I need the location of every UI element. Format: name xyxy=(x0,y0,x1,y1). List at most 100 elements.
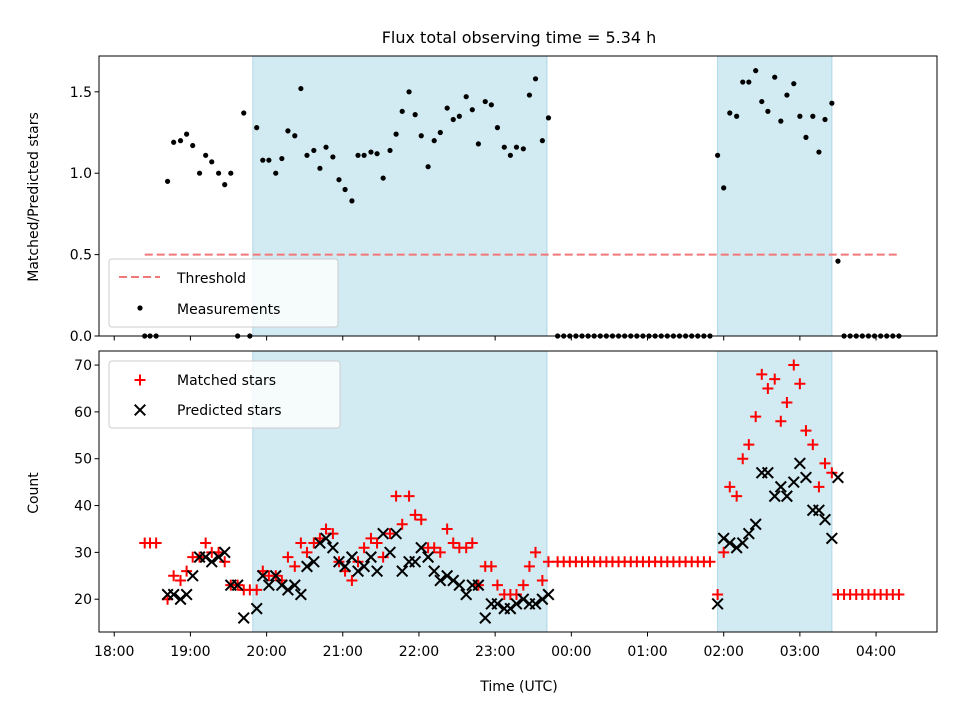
measurement-point xyxy=(803,134,809,140)
measurement-point xyxy=(740,79,746,85)
matched-point xyxy=(428,542,440,554)
matched-point xyxy=(813,481,825,493)
matched-point xyxy=(219,556,231,568)
predicted-point xyxy=(307,555,320,568)
measurement-point xyxy=(431,138,437,144)
measurement-point xyxy=(890,333,896,339)
predicted-point xyxy=(529,597,542,610)
predicted-point xyxy=(428,565,441,578)
measurement-point xyxy=(701,333,707,339)
measurement-point xyxy=(597,333,603,339)
predicted-point xyxy=(491,597,504,610)
matched-point xyxy=(826,467,838,479)
measurement-point xyxy=(399,108,405,114)
predicted-point xyxy=(479,611,492,624)
measurement-point xyxy=(683,333,689,339)
measurement-point xyxy=(714,152,721,158)
matched-point xyxy=(775,415,787,427)
matched-point xyxy=(447,537,459,549)
matched-point xyxy=(893,589,905,601)
predicted-point xyxy=(434,574,447,587)
legend-matched-label: Matched stars xyxy=(177,373,276,389)
measurement-point xyxy=(406,89,412,95)
predicted-point xyxy=(819,513,832,526)
predicted-point xyxy=(787,476,800,489)
measurement-point xyxy=(336,177,342,183)
y-tick-label: 1.0 xyxy=(70,166,92,182)
bottom-axes: 20 30 40 50 60 70 18:00 19:00 20:00 21:00 22:00 23:… xyxy=(26,350,938,695)
x-tick-label: 20:00 xyxy=(246,644,286,660)
x-tick-label: 01:00 xyxy=(627,644,667,660)
predicted-point xyxy=(723,537,736,550)
predicted-point xyxy=(326,541,339,554)
measurement-point xyxy=(355,152,361,158)
matched-point xyxy=(781,397,793,409)
measurement-point xyxy=(235,333,241,339)
measurement-point xyxy=(561,333,567,339)
matched-point xyxy=(301,546,313,558)
shaded-span xyxy=(717,350,833,633)
predicted-point xyxy=(358,560,371,573)
measurement-point xyxy=(437,129,443,136)
legend-box xyxy=(108,360,341,429)
matched-point xyxy=(466,537,478,549)
legend-measurement-label: Measurements xyxy=(177,302,280,318)
matched-point xyxy=(384,528,396,540)
predicted-point xyxy=(774,480,787,493)
predicted-point xyxy=(218,546,231,559)
predicted-point xyxy=(281,583,294,596)
measurement-point xyxy=(555,333,561,339)
matched-point xyxy=(460,542,472,554)
measurement-point xyxy=(567,333,573,339)
measurement-point xyxy=(209,159,215,165)
measurement-point xyxy=(412,112,418,118)
predicted-point xyxy=(377,527,390,540)
matched-point xyxy=(530,546,542,558)
predicted-point xyxy=(345,551,358,564)
matched-point xyxy=(794,378,806,390)
measurement-point xyxy=(797,113,803,119)
predicted-point xyxy=(510,597,523,610)
measurement-point xyxy=(791,81,797,87)
measurement-point xyxy=(615,333,622,339)
matched-point xyxy=(485,560,497,572)
legend-measurement-swatch xyxy=(137,305,143,311)
measurement-point xyxy=(349,198,355,204)
predicted-point xyxy=(205,555,218,568)
measurement-point xyxy=(579,333,585,339)
matched-point xyxy=(352,556,364,568)
legend-matched-swatch xyxy=(134,374,146,386)
predicted-point xyxy=(825,532,838,545)
measurement-point xyxy=(298,85,304,92)
matched-point xyxy=(491,579,503,591)
legend-top: Threshold Measurements xyxy=(108,258,339,328)
shaded-span xyxy=(717,55,833,337)
measurement-point xyxy=(707,333,713,339)
measurement-point xyxy=(184,131,190,137)
matched-point xyxy=(415,514,427,526)
measurement-point xyxy=(285,128,291,134)
matched-point xyxy=(743,439,755,451)
measurement-point xyxy=(835,258,841,264)
predicted-point xyxy=(269,569,282,582)
matched-point xyxy=(704,556,716,568)
predicted-point xyxy=(409,555,422,568)
legend-threshold-label: Threshold xyxy=(176,271,246,287)
x-tick-label: 23:00 xyxy=(475,644,515,660)
measurement-point xyxy=(853,333,859,339)
measurement-point xyxy=(603,333,609,339)
measurement-point xyxy=(317,165,323,171)
axes-frame xyxy=(98,55,938,337)
measurement-point xyxy=(361,152,367,158)
measurement-point xyxy=(147,333,153,339)
measurement-point xyxy=(216,170,222,176)
measurement-point xyxy=(772,74,778,80)
legend-box xyxy=(108,258,339,328)
measurement-point xyxy=(670,333,677,339)
measurement-point xyxy=(222,182,228,188)
measurement-point xyxy=(759,98,765,105)
matched-point xyxy=(150,537,162,549)
x-tick-label: 22:00 xyxy=(399,644,439,660)
legend-predicted-label: Predicted stars xyxy=(177,403,282,419)
y-tick-label: 30 xyxy=(74,545,92,561)
